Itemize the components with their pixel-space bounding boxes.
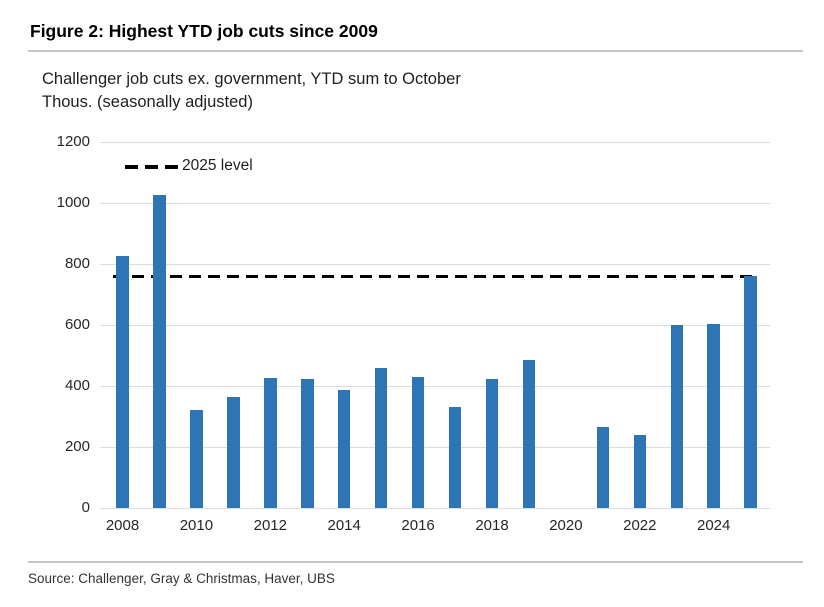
bar-2010 <box>190 410 203 508</box>
gridline-y-0 <box>100 507 770 509</box>
bar-2023 <box>670 325 683 508</box>
chart-subtitle-line2: Thous. (seasonally adjusted) <box>42 93 253 111</box>
y-axis-label-800: 800 <box>64 255 90 272</box>
reference-line-2025-level <box>113 274 757 278</box>
bar-2009 <box>153 195 166 508</box>
bar-2022 <box>633 434 647 508</box>
y-axis-label-0: 0 <box>81 499 90 516</box>
bar-2013 <box>301 379 314 508</box>
x-axis-label-2024: 2024 <box>697 517 731 534</box>
bar-2021 <box>596 427 610 508</box>
bar-2012 <box>264 378 277 508</box>
gridline-y-1200 <box>100 141 770 143</box>
bar-2008 <box>116 256 129 508</box>
figure-title: Figure 2: Highest YTD job cuts since 200… <box>30 21 378 41</box>
x-axis-label-2020: 2020 <box>549 517 583 534</box>
bar-2011 <box>227 396 240 508</box>
bar-2018 <box>485 378 499 508</box>
bar-2017 <box>448 407 462 508</box>
y-axis-label-1000: 1000 <box>56 194 90 211</box>
bar-2024 <box>707 324 720 508</box>
x-axis-label-2010: 2010 <box>179 517 214 534</box>
chart-subtitle: Challenger job cuts ex. government, YTD … <box>42 68 461 114</box>
gridline-y-400 <box>100 385 770 387</box>
bar-2025 <box>744 276 757 508</box>
chart-subtitle-line1: Challenger job cuts ex. government, YTD … <box>42 70 461 88</box>
y-axis-label-400: 400 <box>64 377 90 394</box>
y-axis-label-200: 200 <box>64 438 90 455</box>
legend-label: 2025 level <box>182 157 253 174</box>
x-axis-label-2014: 2014 <box>327 517 361 534</box>
x-axis-label-2022: 2022 <box>623 517 657 534</box>
y-axis-label-1200: 1200 <box>56 133 90 150</box>
title-rule <box>28 50 803 52</box>
gridline-y-600 <box>100 324 770 326</box>
x-axis-label-2018: 2018 <box>475 517 509 534</box>
x-axis-label-2008: 2008 <box>105 517 140 534</box>
source-rule <box>28 561 803 563</box>
bar-2014 <box>337 389 351 508</box>
gridline-y-200 <box>100 446 770 448</box>
source-text: Source: Challenger, Gray & Christmas, Ha… <box>28 571 335 586</box>
dashed-line-icon <box>125 165 179 169</box>
x-axis-label-2016: 2016 <box>401 517 435 534</box>
y-axis-label-600: 600 <box>64 316 90 333</box>
bar-2015 <box>374 367 388 508</box>
gridline-y-800 <box>100 263 770 265</box>
x-axis-label-2012: 2012 <box>253 517 287 534</box>
bar-2016 <box>411 376 425 508</box>
gridline-y-1000 <box>100 202 770 204</box>
bar-2019 <box>522 360 536 508</box>
